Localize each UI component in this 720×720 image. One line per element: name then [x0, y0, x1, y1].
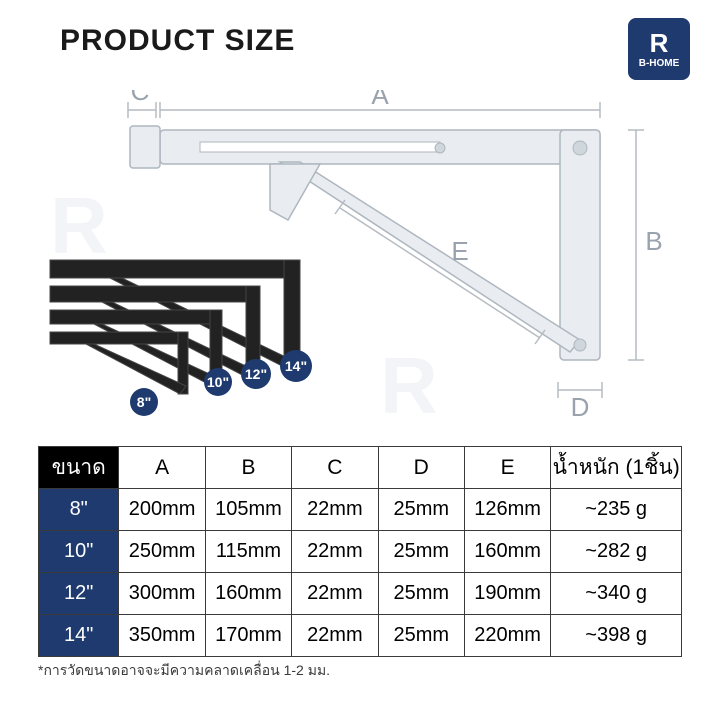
- cell-w: ~398 g: [551, 615, 682, 657]
- badge-8: 8": [137, 394, 151, 410]
- cell-a: 300mm: [119, 573, 205, 615]
- cell-w: ~282 g: [551, 531, 682, 573]
- cell-w: ~340 g: [551, 573, 682, 615]
- col-e: E: [464, 447, 550, 489]
- cell-size: 12": [39, 573, 119, 615]
- stacked-brackets: 14" 12" 10": [50, 260, 312, 416]
- col-size: ขนาด: [39, 447, 119, 489]
- product-diagram: A C B D E: [40, 90, 680, 420]
- cell-b: 170mm: [205, 615, 291, 657]
- cell-c: 22mm: [292, 489, 378, 531]
- dim-label-d: D: [571, 392, 590, 420]
- cell-b: 115mm: [205, 531, 291, 573]
- cell-e: 220mm: [464, 615, 550, 657]
- cell-size: 8": [39, 489, 119, 531]
- dim-label-b: B: [645, 226, 662, 256]
- cell-w: ~235 g: [551, 489, 682, 531]
- table-row: 10" 250mm 115mm 22mm 25mm 160mm ~282 g: [39, 531, 682, 573]
- table-row: 14" 350mm 170mm 22mm 25mm 220mm ~398 g: [39, 615, 682, 657]
- cell-e: 126mm: [464, 489, 550, 531]
- page-title: PRODUCT SIZE: [60, 24, 295, 58]
- cell-b: 160mm: [205, 573, 291, 615]
- badge-14: 14": [285, 358, 307, 374]
- cell-a: 350mm: [119, 615, 205, 657]
- cell-c: 22mm: [292, 615, 378, 657]
- cell-c: 22mm: [292, 531, 378, 573]
- cell-d: 25mm: [378, 573, 464, 615]
- dim-label-a: A: [371, 90, 389, 110]
- brand-logo: R B-HOME: [628, 18, 690, 80]
- table-header-row: ขนาด A B C D E น้ำหนัก (1ชิ้น): [39, 447, 682, 489]
- cell-c: 22mm: [292, 573, 378, 615]
- dim-label-e: E: [451, 236, 468, 266]
- cell-a: 200mm: [119, 489, 205, 531]
- cell-d: 25mm: [378, 489, 464, 531]
- col-b: B: [205, 447, 291, 489]
- size-table: ขนาด A B C D E น้ำหนัก (1ชิ้น) 8" 200mm …: [38, 446, 682, 657]
- cell-b: 105mm: [205, 489, 291, 531]
- badge-12: 12": [245, 366, 267, 382]
- table-row: 12" 300mm 160mm 22mm 25mm 190mm ~340 g: [39, 573, 682, 615]
- footnote: *การวัดขนาดอาจจะมีความคลาดเคลื่อน 1-2 มม…: [38, 660, 330, 682]
- table-row: 8" 200mm 105mm 22mm 25mm 126mm ~235 g: [39, 489, 682, 531]
- cell-size: 14": [39, 615, 119, 657]
- col-a: A: [119, 447, 205, 489]
- cell-e: 160mm: [464, 531, 550, 573]
- brand-letter: R: [650, 30, 669, 56]
- cell-d: 25mm: [378, 531, 464, 573]
- badge-10: 10": [207, 374, 229, 390]
- cell-e: 190mm: [464, 573, 550, 615]
- cell-a: 250mm: [119, 531, 205, 573]
- col-weight: น้ำหนัก (1ชิ้น): [551, 447, 682, 489]
- cell-size: 10": [39, 531, 119, 573]
- dim-label-c: C: [131, 90, 150, 106]
- col-d: D: [378, 447, 464, 489]
- brand-name: B-HOME: [639, 58, 680, 69]
- col-c: C: [292, 447, 378, 489]
- cell-d: 25mm: [378, 615, 464, 657]
